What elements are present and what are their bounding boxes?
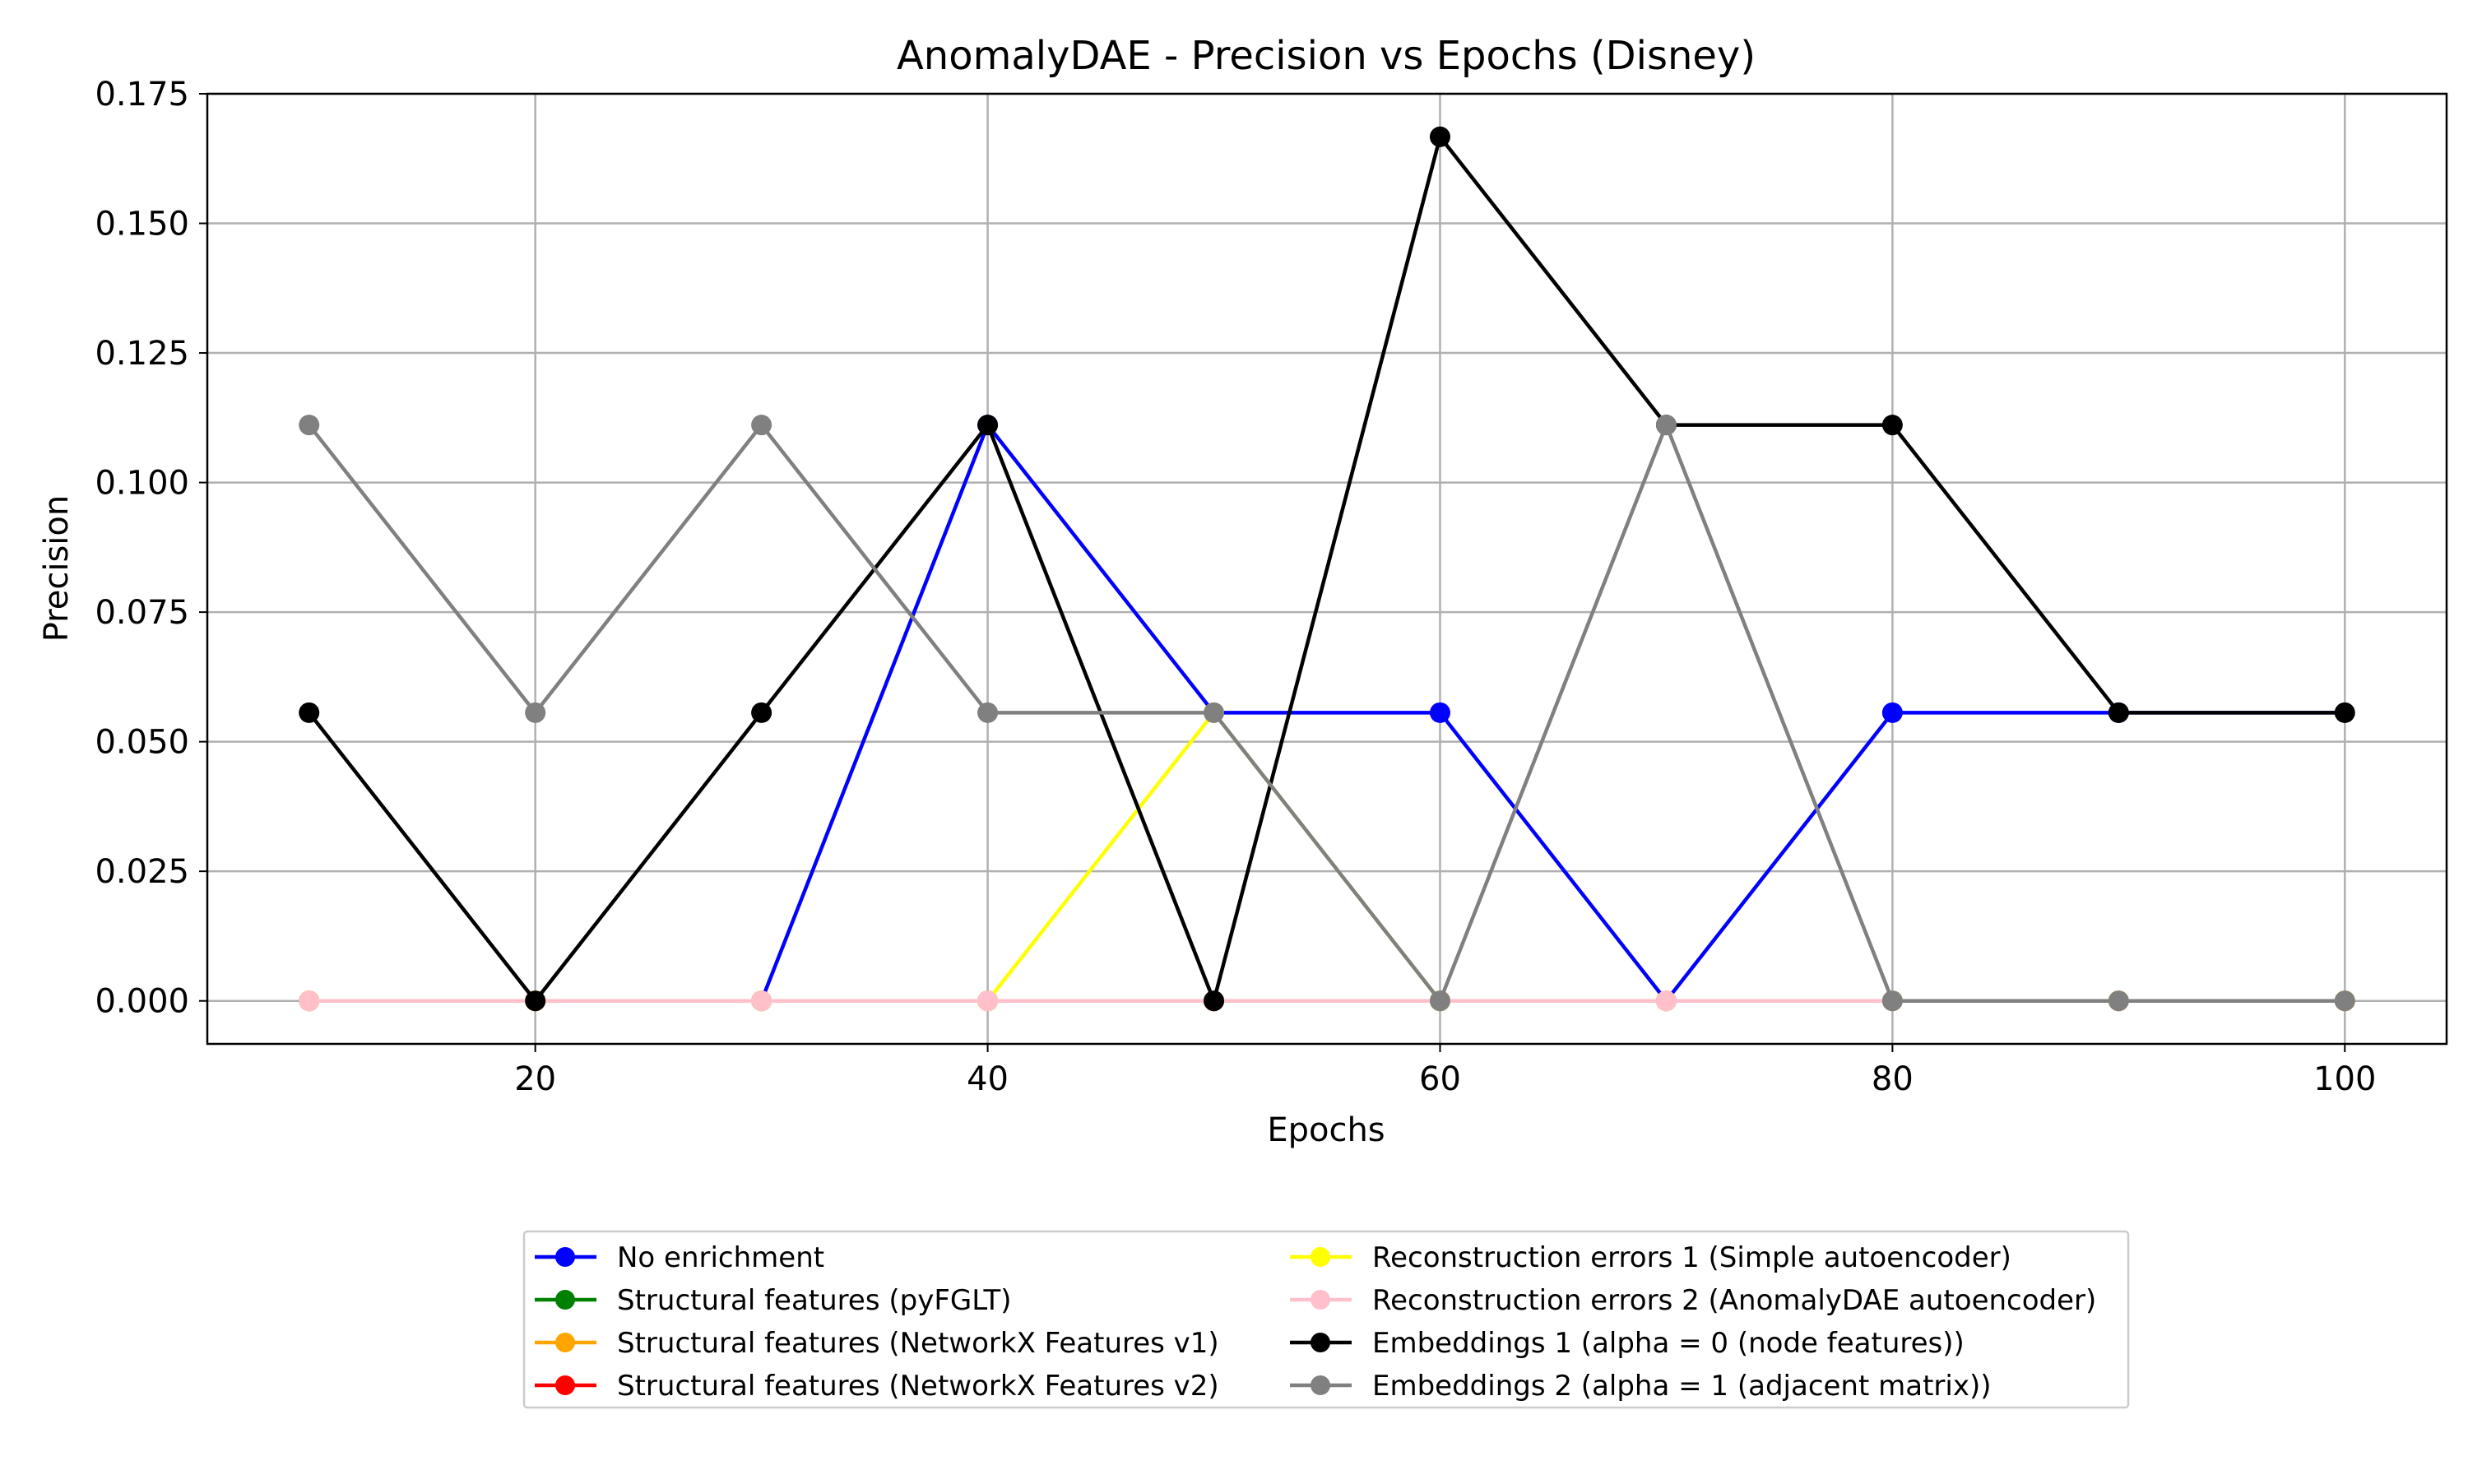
data-point (1881, 702, 1903, 723)
legend-label: Reconstruction errors 1 (Simple autoenco… (1372, 1241, 2011, 1274)
legend-label: No enrichment (617, 1241, 824, 1274)
legend-marker (1311, 1290, 1330, 1310)
y-tick-label: 0.075 (95, 594, 189, 632)
legend-marker (1311, 1333, 1330, 1352)
legend: No enrichment Structural features (pyFGLT… (522, 1230, 2130, 1409)
x-tick-label: 60 (1419, 1060, 1461, 1098)
data-point (1881, 415, 1903, 436)
legend-marker (555, 1290, 575, 1310)
x-tick-label: 100 (2313, 1060, 2376, 1098)
legend-frame (522, 1230, 2130, 1409)
data-point (977, 702, 999, 723)
data-point (299, 702, 320, 723)
data-point (1204, 990, 1225, 1012)
legend-item: Reconstruction errors 2 (AnomalyDAE auto… (1290, 1284, 2096, 1317)
y-tick-label: 0.025 (95, 853, 189, 891)
legend-marker (555, 1375, 575, 1395)
data-point (751, 415, 772, 436)
series-line (307, 135, 2347, 1003)
data-point (299, 415, 320, 436)
legend-label: Structural features (pyFGLT) (617, 1284, 1012, 1317)
data-point (2334, 990, 2355, 1012)
data-point (1429, 702, 1450, 723)
data-point (1881, 990, 1903, 1012)
y-axis-label: Precision (38, 495, 76, 642)
grid (207, 92, 2447, 1044)
legend-label: Reconstruction errors 2 (AnomalyDAE auto… (1372, 1284, 2096, 1317)
y-tick-label: 0.050 (95, 724, 189, 762)
legend-label: Structural features (NetworkX Features v… (617, 1370, 1219, 1403)
data-point (751, 990, 772, 1012)
y-tick-label: 0.150 (95, 206, 189, 243)
data-point (1429, 126, 1450, 147)
data-point (751, 702, 772, 723)
legend-item: Reconstruction errors 1 (Simple autoenco… (1290, 1241, 2011, 1274)
series-embeddings-2-alpha-1-adjacent-matrix (299, 415, 2355, 1012)
data-point (2334, 702, 2355, 723)
legend-label: Structural features (NetworkX Features v… (617, 1327, 1219, 1360)
legend-label: Embeddings 1 (alpha = 0 (node features)) (1372, 1327, 1965, 1360)
legend-item: Structural features (NetworkX Features v… (535, 1327, 1219, 1360)
y-tick-label: 0.000 (95, 983, 189, 1021)
data-point (525, 702, 546, 723)
legend-label: Embeddings 2 (alpha = 1 (adjacent matrix… (1372, 1370, 1991, 1403)
data-point (1204, 702, 1225, 723)
legend-item: Structural features (NetworkX Features v… (535, 1370, 1219, 1403)
y-tick-label: 0.125 (95, 335, 189, 373)
y-tick-label: 0.175 (95, 76, 189, 114)
data-point (1429, 990, 1450, 1012)
legend-marker (1311, 1247, 1330, 1267)
data-point (1655, 990, 1677, 1012)
legend-item: Embeddings 1 (alpha = 0 (node features)) (1290, 1327, 1965, 1360)
x-axis-label: Epochs (1267, 1111, 1385, 1149)
data-point (2108, 702, 2129, 723)
series-layer (299, 126, 2355, 1012)
data-point (525, 990, 546, 1012)
y-tick-label: 0.100 (95, 465, 189, 503)
data-point (2108, 990, 2129, 1012)
data-point (299, 990, 320, 1012)
legend-item: Structural features (pyFGLT) (535, 1284, 1012, 1317)
plot-frame (206, 92, 2448, 1046)
legend-marker (1311, 1375, 1330, 1395)
legend-item: No enrichment (535, 1241, 824, 1274)
series-embeddings-1-alpha-0-node-features (299, 126, 2355, 1012)
x-tick-label: 20 (514, 1060, 556, 1098)
legend-marker (555, 1333, 575, 1352)
chart-title: AnomalyDAE - Precision vs Epochs (Disney… (897, 33, 1756, 79)
data-point (977, 990, 999, 1012)
data-point (977, 415, 999, 436)
data-point (1655, 415, 1677, 436)
x-tick-label: 80 (1872, 1060, 1914, 1098)
ticks: 20 40 60 80 100 0.000 0.025 0.050 0.075 0.100 0.12… (95, 76, 2376, 1098)
legend-item: Embeddings 2 (alpha = 1 (adjacent matrix… (1290, 1370, 1991, 1403)
x-tick-label: 40 (967, 1060, 1009, 1098)
legend-marker (555, 1247, 575, 1267)
series-line (307, 423, 2347, 1003)
